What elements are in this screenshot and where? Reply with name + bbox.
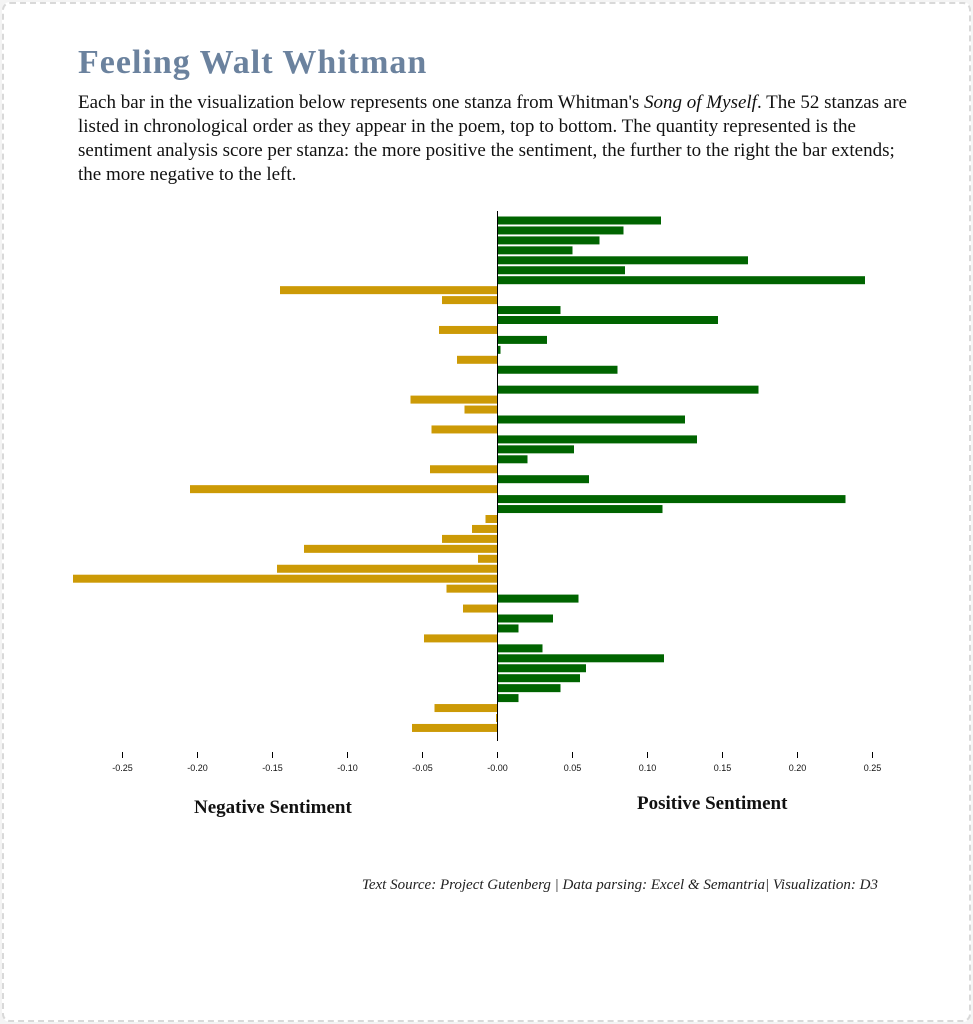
- stanza-bar-3: [497, 236, 600, 245]
- x-tick-label: 0.15: [714, 763, 732, 773]
- stanza-bar-1: [497, 216, 661, 225]
- stanza-bar-52: [412, 723, 498, 732]
- description-text-end: . The 52 stanzas are listed in chronolog…: [78, 92, 907, 185]
- stanza-bar-51: [496, 714, 498, 722]
- stanza-bar-32: [472, 524, 498, 533]
- stanza-bar-16: [497, 365, 618, 374]
- stanza-bar-45: [497, 654, 664, 663]
- stanza-bar-4: [497, 246, 573, 255]
- description-text-start: Each bar in the visualization below repr…: [78, 92, 645, 113]
- stanza-bar-15: [457, 355, 498, 364]
- stanza-bar-18: [497, 385, 759, 394]
- stanza-bar-24: [497, 445, 574, 454]
- stanza-bar-43: [424, 634, 498, 643]
- stanza-bar-35: [478, 554, 498, 563]
- stanza-bar-8: [280, 286, 498, 295]
- x-tick-label: -0.15: [262, 763, 283, 773]
- stanza-bar-42: [497, 624, 519, 633]
- x-axis-ticks: -0.25 -0.20 -0.15 -0.10 -0.05 -0.00 0.05 0.10 0.…: [112, 752, 881, 773]
- stanza-bar-13: [497, 335, 547, 344]
- stanza-bar-20: [464, 405, 498, 414]
- stanza-bar-48: [497, 684, 561, 693]
- stanza-bar-14: [497, 345, 501, 354]
- stanza-bar-36: [277, 564, 498, 573]
- stanza-bar-23: [497, 435, 697, 444]
- stanza-bar-21: [497, 415, 685, 424]
- poem-title: Song of Myself: [644, 92, 757, 113]
- stanza-bar-28: [190, 485, 498, 494]
- source-credit: Text Source: Project Gutenberg | Data pa…: [361, 877, 878, 893]
- x-tick-label: 0.10: [639, 763, 657, 773]
- stanza-bar-6: [497, 266, 625, 275]
- stanza-bar-33: [442, 534, 498, 543]
- stanza-bar-40: [463, 604, 498, 613]
- x-tick-label: 0.05: [564, 763, 582, 773]
- x-tick-label: -0.05: [412, 763, 433, 773]
- stanza-bar-31: [485, 515, 498, 523]
- stanza-bar-41: [497, 614, 553, 623]
- stanza-bar-2: [497, 226, 624, 235]
- stanza-bar-27: [497, 475, 589, 484]
- stanza-bar-34: [304, 544, 498, 553]
- bars-group: [73, 216, 865, 732]
- stanza-bar-19: [410, 395, 498, 404]
- stanza-bar-22: [431, 425, 498, 434]
- x-tick-label: -0.20: [187, 763, 208, 773]
- chart-description: Each bar in the visualization below repr…: [78, 91, 908, 187]
- negative-sentiment-label: Negative Sentiment: [194, 797, 352, 818]
- stanza-bar-7: [497, 276, 865, 285]
- stanza-bar-38: [446, 584, 498, 593]
- stanza-bar-5: [497, 256, 748, 265]
- stanza-bar-26: [430, 465, 498, 474]
- stanza-bar-10: [497, 306, 561, 315]
- stanza-bar-29: [497, 495, 846, 504]
- stanza-bar-47: [497, 674, 580, 683]
- x-tick-label: 0.20: [789, 763, 807, 773]
- stanza-bar-49: [497, 694, 519, 703]
- stanza-bar-46: [497, 664, 586, 673]
- stanza-bar-9: [442, 296, 498, 305]
- stanza-bar-44: [497, 644, 543, 653]
- stanza-bar-37: [73, 574, 498, 583]
- stanza-bar-12: [439, 325, 498, 334]
- stanza-bar-50: [434, 704, 498, 713]
- x-tick-label: -0.10: [337, 763, 358, 773]
- stanza-bar-30: [497, 505, 663, 514]
- stanza-bar-11: [497, 316, 718, 324]
- stanza-bar-25: [497, 455, 528, 464]
- stanza-bar-39: [497, 594, 579, 603]
- page-title: Feeling Walt Whitman: [78, 44, 428, 81]
- x-tick-label: -0.00: [487, 763, 508, 773]
- x-tick-label: 0.25: [864, 763, 882, 773]
- x-tick-label: -0.25: [112, 763, 133, 773]
- positive-sentiment-label: Positive Sentiment: [637, 793, 788, 814]
